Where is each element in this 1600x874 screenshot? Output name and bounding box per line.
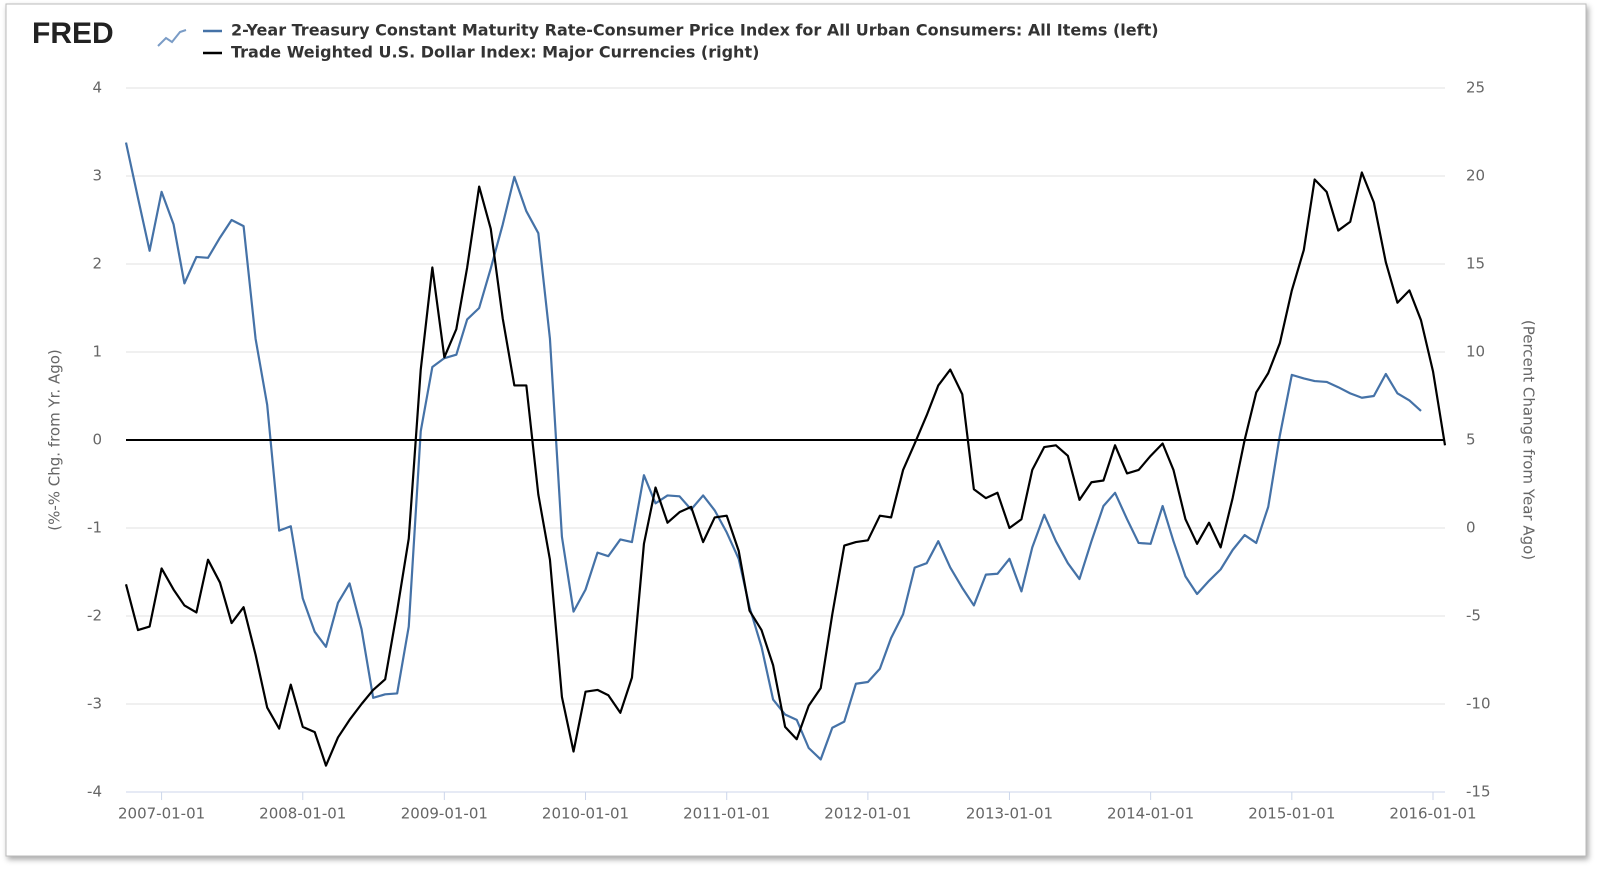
y-tick-label: -4 [87, 783, 102, 801]
x-tick-label: 2009-01-01 [401, 805, 488, 823]
x-tick-label: 2012-01-01 [824, 805, 911, 823]
y2-tick-label: 5 [1466, 431, 1476, 449]
x-tick-label: 2008-01-01 [259, 805, 346, 823]
x-tick-label: 2016-01-01 [1389, 805, 1476, 823]
x-tick-label: 2013-01-01 [966, 805, 1053, 823]
x-tick-label: 2011-01-01 [683, 805, 770, 823]
y-tick-label: 3 [92, 167, 102, 185]
logo-icon [157, 29, 187, 47]
series-line [124, 142, 1422, 761]
y-tick-label: 0 [92, 431, 102, 449]
y-axis-label: (%-% Chg. from Yr. Ago) [46, 349, 64, 531]
y-tick-label: -3 [87, 695, 102, 713]
x-tick-label: 2014-01-01 [1107, 805, 1194, 823]
y2-tick-label: 20 [1466, 167, 1485, 185]
y2-tick-label: 0 [1466, 519, 1476, 537]
y-tick-label: -2 [87, 607, 102, 625]
y2-axis-label: (Percent Change from Year Ago) [1520, 320, 1538, 560]
legend-label: 2-Year Treasury Constant Maturity Rate-C… [231, 21, 1159, 40]
y-tick-label: 4 [92, 79, 102, 97]
frame [5, 3, 1587, 857]
y-tick-label: 1 [92, 343, 102, 361]
y2-tick-label: -15 [1466, 783, 1491, 801]
y2-tick-label: 15 [1466, 255, 1485, 273]
logo: FRED [32, 17, 114, 50]
y2-tick-label: 25 [1466, 79, 1485, 97]
legend-label: Trade Weighted U.S. Dollar Index: Major … [231, 43, 759, 62]
series-line [124, 171, 1447, 767]
y2-tick-label: -10 [1466, 695, 1491, 713]
y2-tick-label: 10 [1466, 343, 1485, 361]
y-tick-label: -1 [87, 519, 102, 537]
x-tick-label: 2010-01-01 [542, 805, 629, 823]
y2-tick-label: -5 [1466, 607, 1481, 625]
x-tick-label: 2007-01-01 [118, 805, 205, 823]
x-tick-label: 2015-01-01 [1248, 805, 1335, 823]
y-tick-label: 2 [92, 255, 102, 273]
